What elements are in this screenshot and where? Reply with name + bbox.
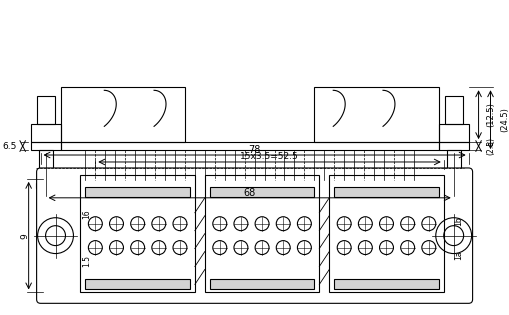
- Bar: [438, 124, 468, 142]
- Text: (2.5): (2.5): [486, 137, 495, 155]
- Bar: [61, 87, 185, 142]
- Bar: [80, 175, 194, 292]
- Bar: [205, 175, 319, 292]
- Text: (24.5): (24.5): [499, 107, 508, 132]
- Bar: [209, 279, 314, 289]
- Text: 1a: 1a: [454, 251, 462, 260]
- Bar: [31, 124, 61, 142]
- Bar: [443, 183, 463, 188]
- Text: 15x3.5=52.5: 15x3.5=52.5: [240, 152, 298, 161]
- Text: (12.5): (12.5): [486, 102, 495, 127]
- Bar: [209, 187, 314, 197]
- Bar: [61, 142, 438, 150]
- Bar: [333, 187, 438, 197]
- Text: 1b: 1b: [454, 216, 462, 226]
- Bar: [333, 279, 438, 289]
- Text: 16: 16: [82, 209, 91, 219]
- Bar: [31, 142, 61, 150]
- Bar: [438, 142, 468, 150]
- Text: 68: 68: [243, 188, 255, 198]
- Bar: [36, 183, 55, 188]
- Bar: [314, 87, 438, 142]
- FancyBboxPatch shape: [37, 168, 472, 303]
- Bar: [85, 279, 189, 289]
- Bar: [444, 96, 462, 124]
- Bar: [446, 150, 460, 185]
- Bar: [85, 187, 189, 197]
- Text: 78: 78: [248, 145, 260, 155]
- Text: 9: 9: [20, 233, 29, 238]
- Bar: [329, 175, 443, 292]
- Bar: [37, 96, 54, 124]
- Bar: [39, 150, 52, 185]
- Text: 1.5: 1.5: [82, 255, 91, 266]
- Text: 6.5: 6.5: [3, 141, 17, 151]
